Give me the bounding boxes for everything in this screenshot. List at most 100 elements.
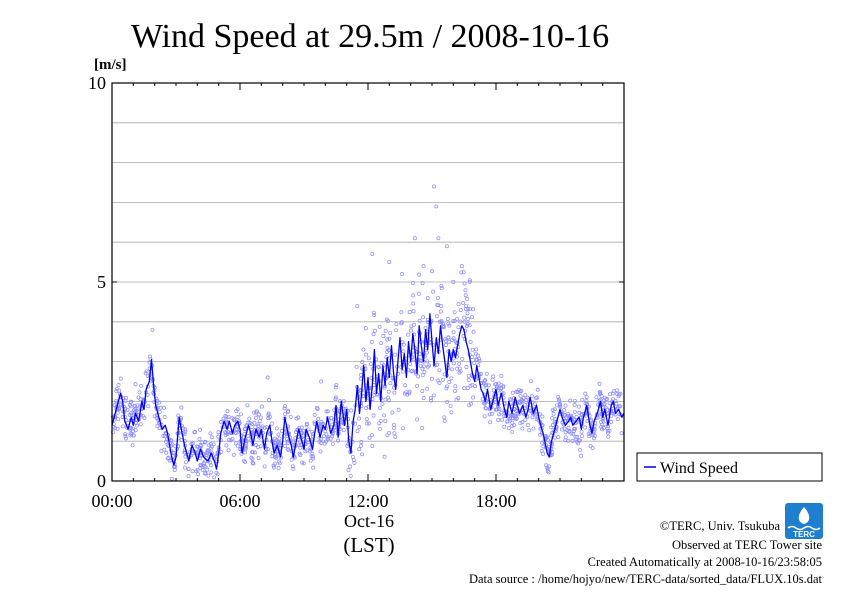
scatter-point (378, 405, 382, 410)
scatter-point (250, 456, 255, 461)
scatter-point (245, 403, 250, 408)
scatter-point (583, 401, 588, 406)
scatter-point (565, 412, 570, 416)
scatter-point (361, 347, 366, 352)
scatter-point (294, 416, 299, 421)
scatter-point (545, 469, 550, 474)
scatter-point (465, 311, 470, 316)
scatter-point (369, 340, 374, 345)
scatter-point (431, 343, 436, 347)
scatter-point (256, 412, 261, 417)
scatter-point (540, 440, 545, 445)
scatter-point (214, 470, 219, 475)
scatter-point (371, 310, 376, 315)
scatter-point (556, 435, 561, 440)
scatter-point (606, 434, 611, 439)
scatter-point (308, 449, 313, 454)
scatter-point (598, 390, 602, 394)
scatter-point (467, 306, 472, 311)
scatter-point (373, 328, 377, 333)
scatter-point (584, 398, 589, 403)
scatter-point (520, 420, 525, 425)
scatter-point (341, 399, 346, 404)
scatter-point (334, 383, 339, 388)
scatter-point (251, 461, 256, 466)
scatter-point (449, 367, 454, 372)
scatter-point (462, 281, 467, 286)
scatter-point (381, 363, 386, 368)
scatter-point (420, 373, 425, 378)
scatter-point (131, 429, 136, 434)
scatter-point (388, 381, 393, 386)
scatter-point (128, 425, 133, 430)
scatter-point (155, 424, 160, 429)
logo-text: TERC (793, 530, 815, 539)
scatter-point (464, 303, 469, 308)
scatter-point (359, 443, 364, 448)
scatter-point (442, 415, 447, 420)
scatter-point (346, 468, 351, 473)
scatter-point (283, 404, 288, 409)
scatter-point (468, 339, 473, 344)
scatter-point (471, 329, 476, 334)
scatter-point (423, 325, 428, 330)
scatter-point (545, 465, 550, 470)
scatter-point (386, 395, 391, 400)
legend-entry-wind-speed: Wind Speed (660, 460, 738, 477)
scatter-point (550, 416, 555, 421)
scatter-point (386, 348, 391, 353)
scatter-point (308, 458, 313, 463)
scatter-point (599, 425, 604, 429)
scatter-point (576, 404, 581, 409)
scatter-point (266, 416, 271, 421)
scatter-point (599, 419, 604, 424)
scatter-point (474, 357, 479, 362)
scatter-point (455, 366, 460, 371)
credit-created: Created Automatically at 2008-10-16/23:5… (588, 555, 822, 569)
scatter-point (530, 415, 535, 420)
scatter-point (447, 323, 452, 328)
scatter-point (260, 404, 265, 409)
scatter-point (346, 417, 351, 422)
scatter-point (490, 377, 495, 382)
scatter-point (597, 381, 602, 386)
scatter-point (445, 399, 450, 404)
scatter-point (157, 400, 162, 405)
scatter-point (341, 428, 346, 433)
scatter-point (375, 392, 380, 397)
scatter-point (444, 343, 448, 347)
scatter-point (411, 309, 416, 314)
scatter-point (276, 432, 281, 437)
scatter-point (439, 320, 444, 325)
scatter-point (235, 415, 240, 420)
line-series (111, 313, 625, 470)
scatter-point (169, 438, 174, 443)
legend-box (636, 452, 823, 482)
scatter-point (517, 400, 522, 405)
scatter-point (466, 373, 471, 378)
scatter-point (183, 460, 188, 465)
scatter-point (196, 472, 200, 477)
scatter-point (607, 400, 612, 405)
scatter-point (162, 447, 167, 452)
scatter-point (428, 396, 433, 401)
x-tick-label: 06:00 (219, 491, 260, 511)
y-tick-label: 5 (97, 272, 106, 292)
scatter-point (496, 405, 501, 410)
scatter-point (167, 458, 172, 463)
scatter-point (439, 283, 444, 288)
scatter-point (443, 337, 447, 342)
scatter-point (441, 323, 446, 328)
scatter-point (370, 444, 375, 449)
scatter-point (482, 379, 487, 384)
scatter-point (425, 296, 430, 301)
scatter-point (186, 474, 191, 479)
scatter-point (513, 408, 518, 413)
scatter-point (383, 328, 388, 333)
scatter-point (510, 429, 515, 434)
scatter-point (123, 434, 128, 439)
scatter-point (518, 394, 523, 399)
scatter-point (116, 417, 121, 422)
wind-speed-line (111, 313, 625, 470)
scatter-point (451, 319, 456, 324)
